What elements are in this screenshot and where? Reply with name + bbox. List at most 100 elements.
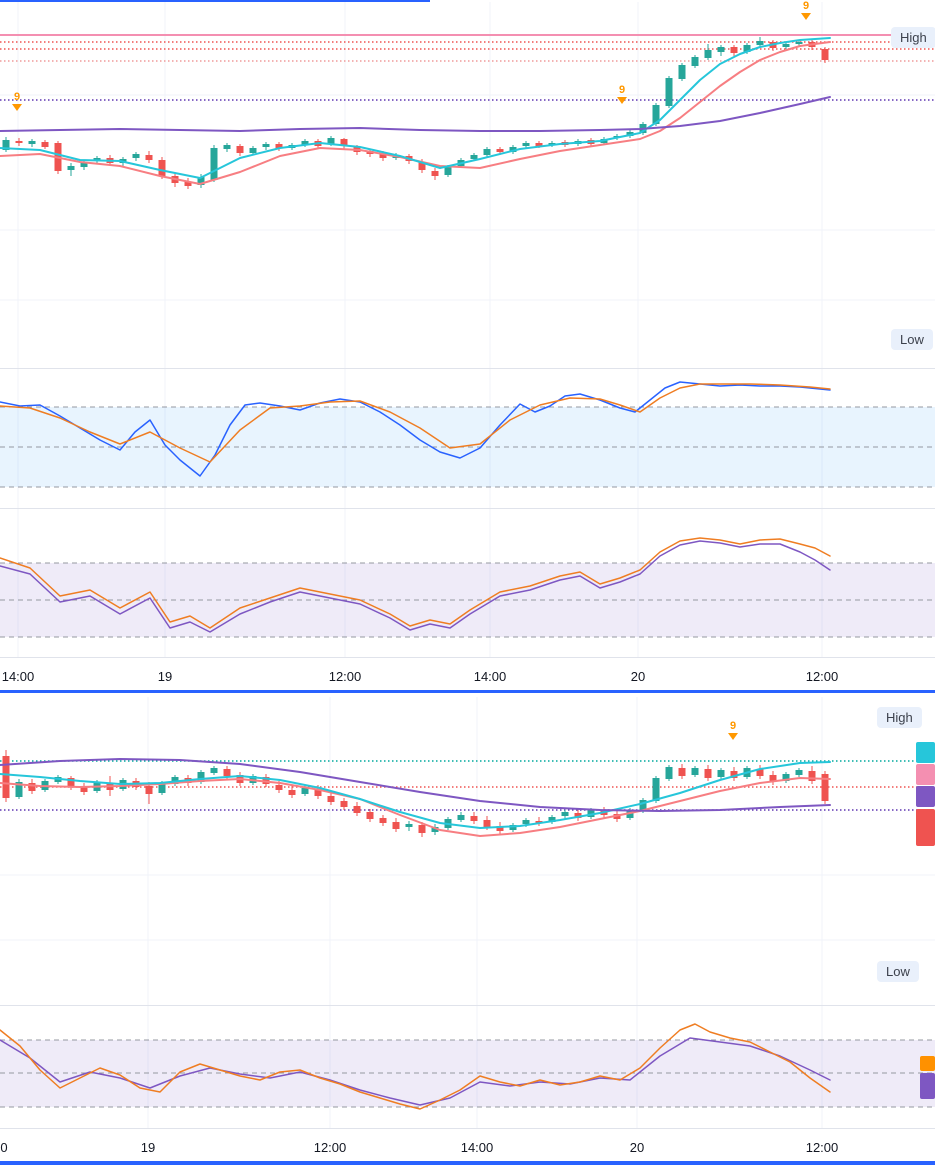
candle-body	[639, 800, 647, 811]
candle-body	[561, 812, 569, 816]
candle-body	[483, 149, 491, 155]
candle-body	[496, 826, 504, 831]
candle-body	[795, 42, 803, 44]
candle-body	[210, 148, 218, 180]
candle-body	[652, 105, 660, 124]
candle-body	[730, 771, 738, 778]
candle-body	[691, 768, 699, 775]
candle-body	[782, 774, 790, 781]
time-axis-label[interactable]: 19	[158, 669, 172, 684]
signal-marker-label: 9	[619, 84, 625, 96]
candle-body	[275, 144, 283, 148]
candle-body	[158, 783, 166, 793]
candle-body	[340, 801, 348, 807]
candle-body	[691, 57, 699, 66]
candle-body	[821, 49, 829, 60]
chart-divider-middle[interactable]	[0, 690, 935, 693]
signal-marker-label: 9	[14, 91, 20, 103]
candle-body	[496, 149, 504, 152]
time-axis-label[interactable]: 19	[141, 1140, 155, 1155]
candle-body	[2, 756, 10, 798]
candle-body	[444, 167, 452, 175]
candle-body	[132, 154, 140, 158]
osc2-purple-line	[0, 540, 831, 633]
candle-body	[249, 148, 257, 153]
time-axis-label[interactable]: 20	[630, 1140, 644, 1155]
candle-body	[184, 182, 192, 186]
osc-orange-line	[0, 1023, 831, 1110]
osc-purple-line	[0, 1037, 831, 1106]
candle-body	[769, 775, 777, 782]
candle-body	[41, 142, 49, 147]
pane-separator[interactable]	[0, 368, 935, 369]
pane-separator[interactable]	[0, 508, 935, 509]
candle-body	[535, 821, 543, 823]
candle-body	[236, 146, 244, 153]
candle-body	[301, 788, 309, 794]
signal-marker-triangle-icon	[617, 97, 627, 104]
candle-body	[67, 778, 75, 787]
candle-body	[522, 820, 530, 824]
candle-body	[145, 155, 153, 160]
candle-body	[392, 822, 400, 829]
candle-body	[678, 768, 686, 776]
candle-body	[652, 778, 660, 801]
ma-medium-line	[0, 777, 831, 837]
time-axis-label[interactable]: 12:00	[329, 669, 362, 684]
candle-body	[340, 139, 348, 146]
signal-marker-triangle-icon	[12, 104, 22, 111]
candle-body	[535, 143, 543, 146]
chart-divider-bottom[interactable]	[0, 1161, 935, 1165]
candle-body	[548, 817, 556, 822]
ma-long-line	[0, 96, 831, 132]
candle-body	[379, 154, 387, 158]
candle-body	[80, 162, 88, 167]
price-label-chip	[916, 809, 935, 846]
high-label-chart2[interactable]: High	[877, 707, 922, 728]
candle-body	[197, 772, 205, 782]
time-axis-label[interactable]: 14:00	[474, 669, 507, 684]
candle-body	[457, 815, 465, 820]
candle-body	[145, 786, 153, 794]
time-axis-label[interactable]: 12:00	[806, 1140, 839, 1155]
candle-body	[366, 812, 374, 819]
candle-body	[587, 810, 595, 817]
candle-body	[80, 787, 88, 792]
candle-body	[262, 777, 270, 784]
high-label-chart1[interactable]: High	[891, 27, 935, 48]
candle-body	[665, 767, 673, 779]
time-axis-label[interactable]: 12:00	[314, 1140, 347, 1155]
candle-body	[431, 827, 439, 832]
low-label-chart2[interactable]: Low	[877, 961, 919, 982]
price-label-chip	[916, 786, 935, 807]
candle-body	[509, 147, 517, 152]
candle-body	[743, 45, 751, 52]
time-axis-label[interactable]: 20	[631, 669, 645, 684]
candle-body	[28, 783, 36, 791]
candle-body	[28, 141, 36, 144]
low-label-chart1[interactable]: Low	[891, 329, 933, 350]
candle-body	[197, 177, 205, 185]
time-axis-label[interactable]: 14:00	[2, 669, 35, 684]
candle-body	[15, 141, 23, 143]
candle-body	[821, 774, 829, 801]
candle-body	[730, 47, 738, 53]
candle-body	[574, 813, 582, 818]
candle-body	[756, 41, 764, 45]
ma-long-line	[0, 758, 831, 812]
candle-body	[483, 820, 491, 827]
time-axis-label[interactable]: 12:00	[806, 669, 839, 684]
osc1-blue-line	[0, 381, 831, 477]
candle-body	[470, 155, 478, 159]
pane-separator[interactable]	[0, 1005, 935, 1006]
candle-body	[418, 825, 426, 833]
time-axis-label[interactable]: 0	[0, 1140, 7, 1155]
candle-body	[509, 825, 517, 830]
candle-body	[223, 145, 231, 149]
candle-body	[275, 785, 283, 790]
candle-body	[158, 160, 166, 176]
ma-fast-line	[0, 37, 831, 179]
time-axis-label[interactable]: 14:00	[461, 1140, 494, 1155]
